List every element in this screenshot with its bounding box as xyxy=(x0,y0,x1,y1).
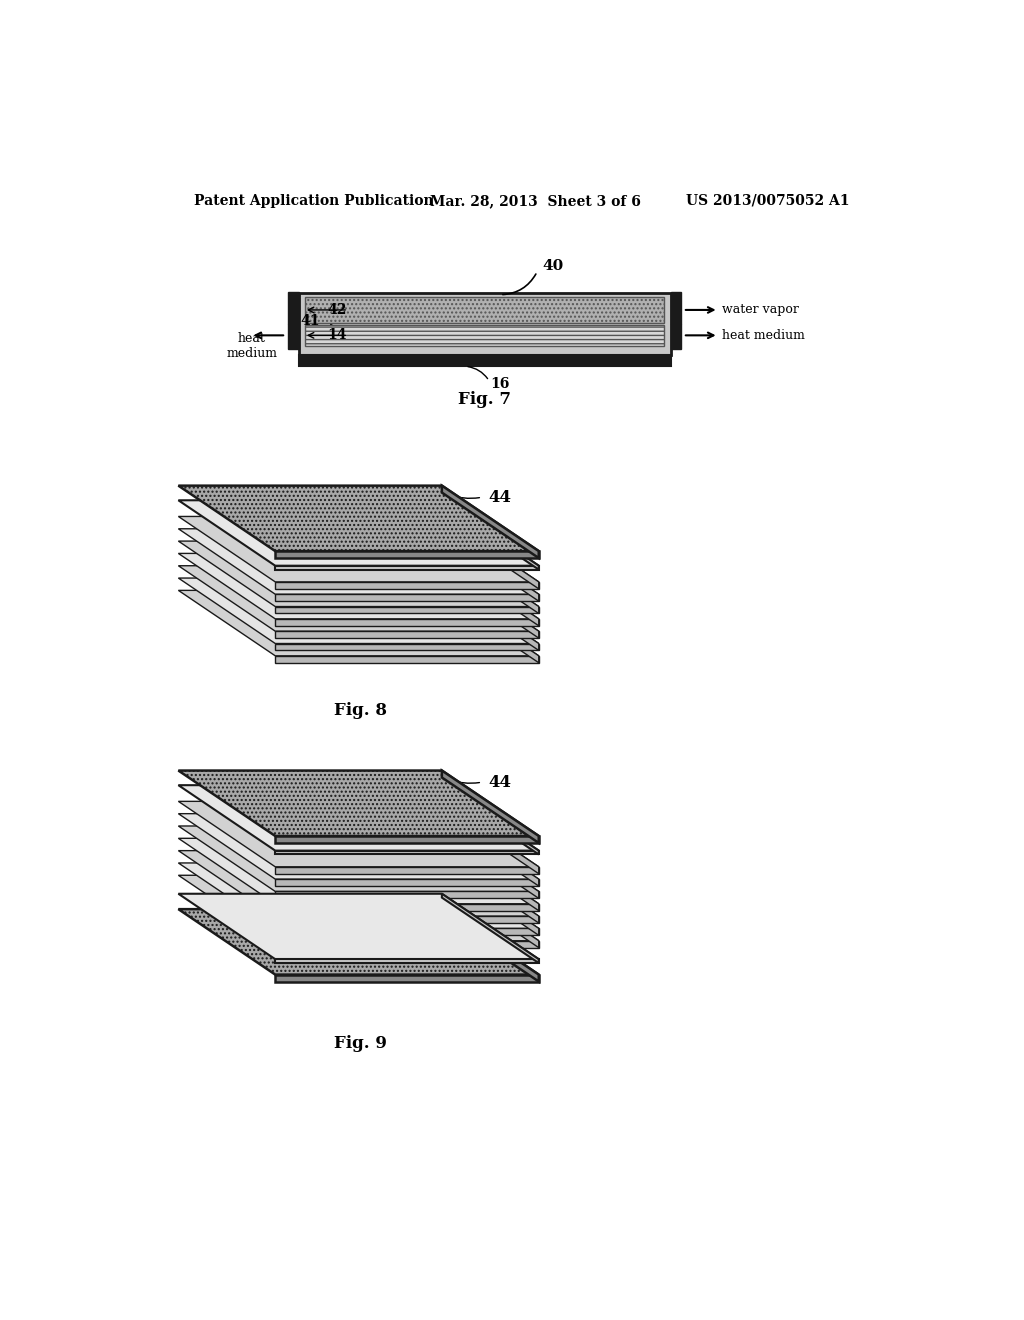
Text: Mar. 28, 2013  Sheet 3 of 6: Mar. 28, 2013 Sheet 3 of 6 xyxy=(430,194,641,207)
Polygon shape xyxy=(442,771,539,843)
Polygon shape xyxy=(442,486,539,558)
Text: Patent Application Publication: Patent Application Publication xyxy=(194,194,433,207)
Polygon shape xyxy=(442,850,539,923)
Polygon shape xyxy=(178,785,539,850)
Polygon shape xyxy=(178,863,539,928)
Text: Fig. 7: Fig. 7 xyxy=(458,391,511,408)
Polygon shape xyxy=(442,813,539,886)
Text: 16: 16 xyxy=(490,378,510,391)
Bar xyxy=(305,297,665,323)
Polygon shape xyxy=(442,801,539,874)
Polygon shape xyxy=(178,826,539,891)
Bar xyxy=(299,293,671,355)
Bar xyxy=(299,355,671,366)
Polygon shape xyxy=(442,785,539,854)
Bar xyxy=(288,292,299,323)
Polygon shape xyxy=(442,875,539,948)
Text: 48: 48 xyxy=(488,942,512,960)
Polygon shape xyxy=(178,516,539,582)
Polygon shape xyxy=(275,644,539,651)
Polygon shape xyxy=(178,875,539,941)
Text: water vapor: water vapor xyxy=(722,304,799,317)
Polygon shape xyxy=(275,891,539,899)
Text: 14: 14 xyxy=(327,329,346,342)
Polygon shape xyxy=(275,916,539,923)
Polygon shape xyxy=(178,553,539,619)
Polygon shape xyxy=(178,909,539,974)
Text: 46: 46 xyxy=(488,540,511,557)
Polygon shape xyxy=(275,594,539,601)
Polygon shape xyxy=(275,552,539,558)
Polygon shape xyxy=(442,553,539,626)
Polygon shape xyxy=(275,656,539,663)
Polygon shape xyxy=(275,867,539,874)
Polygon shape xyxy=(275,879,539,886)
Text: 46: 46 xyxy=(488,825,511,842)
Polygon shape xyxy=(442,863,539,936)
Polygon shape xyxy=(442,909,539,982)
Polygon shape xyxy=(178,590,539,656)
Polygon shape xyxy=(275,941,539,948)
Polygon shape xyxy=(442,894,539,964)
Text: Fig. 9: Fig. 9 xyxy=(334,1035,387,1052)
Bar xyxy=(305,325,665,346)
Bar xyxy=(671,292,681,323)
Text: US 2013/0075052 A1: US 2013/0075052 A1 xyxy=(686,194,850,207)
Polygon shape xyxy=(178,850,539,916)
Polygon shape xyxy=(275,960,539,964)
Polygon shape xyxy=(178,578,539,644)
Polygon shape xyxy=(442,826,539,899)
Polygon shape xyxy=(275,582,539,589)
Polygon shape xyxy=(275,836,539,843)
Polygon shape xyxy=(442,500,539,570)
Polygon shape xyxy=(178,838,539,904)
Text: 44: 44 xyxy=(488,774,511,791)
Polygon shape xyxy=(178,801,539,867)
Text: Fig. 8: Fig. 8 xyxy=(334,702,387,719)
Polygon shape xyxy=(442,529,539,601)
Polygon shape xyxy=(178,486,539,552)
Polygon shape xyxy=(442,566,539,638)
Polygon shape xyxy=(275,566,539,570)
Text: 44: 44 xyxy=(488,488,511,506)
Polygon shape xyxy=(275,928,539,936)
Polygon shape xyxy=(178,529,539,594)
Polygon shape xyxy=(275,631,539,638)
Text: 42: 42 xyxy=(328,302,346,317)
Text: heat medium: heat medium xyxy=(722,329,805,342)
Polygon shape xyxy=(442,578,539,651)
Text: 41: 41 xyxy=(301,314,321,329)
Polygon shape xyxy=(275,607,539,614)
Polygon shape xyxy=(178,566,539,631)
Bar xyxy=(671,323,681,348)
Text: 40: 40 xyxy=(543,259,564,273)
Polygon shape xyxy=(178,813,539,879)
Polygon shape xyxy=(442,541,539,614)
Polygon shape xyxy=(178,541,539,607)
Polygon shape xyxy=(275,904,539,911)
Polygon shape xyxy=(442,590,539,663)
Polygon shape xyxy=(442,838,539,911)
Polygon shape xyxy=(275,850,539,854)
Polygon shape xyxy=(442,516,539,589)
Polygon shape xyxy=(275,974,539,982)
Polygon shape xyxy=(275,619,539,626)
Polygon shape xyxy=(178,771,539,836)
Polygon shape xyxy=(178,894,539,960)
Bar xyxy=(288,323,299,348)
Text: heat
medium: heat medium xyxy=(226,333,278,360)
Polygon shape xyxy=(178,500,539,566)
